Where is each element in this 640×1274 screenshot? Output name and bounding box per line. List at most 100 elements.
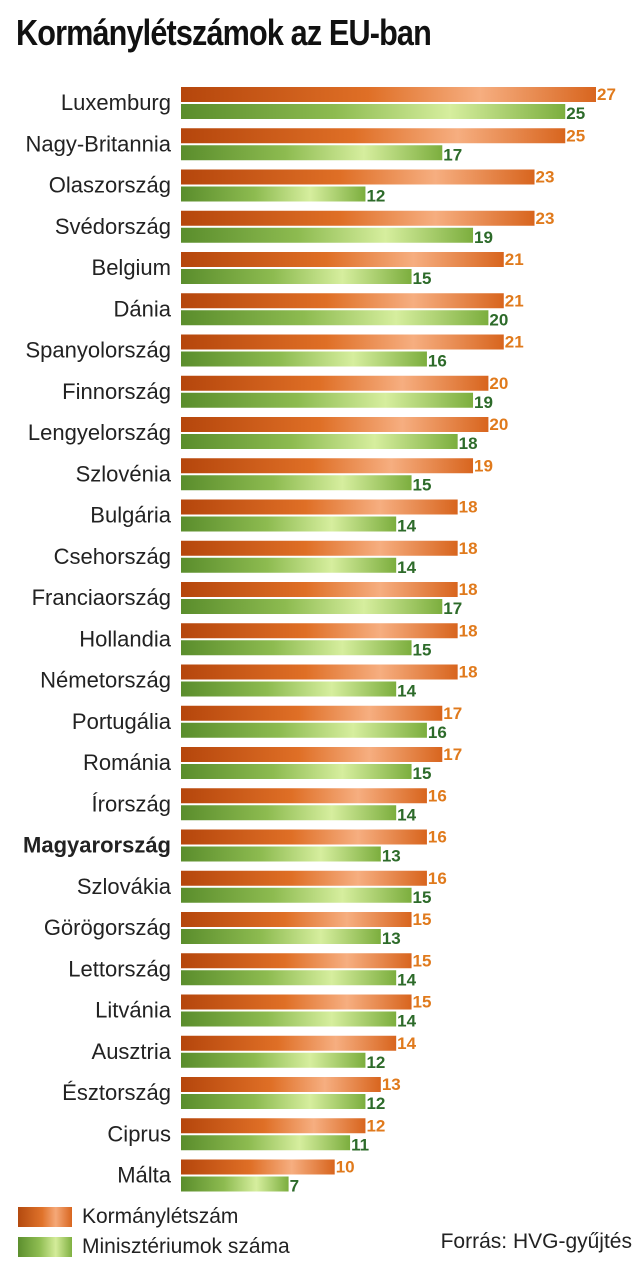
bar-miniszterium-svedorszag	[181, 227, 474, 243]
bar-miniszterium-olaszorszag	[181, 186, 366, 202]
bar-miniszterium-ausztria	[181, 1052, 366, 1068]
value-label-miniszterium-dania: 20	[489, 310, 508, 329]
legend-swatch-kormany	[18, 1207, 72, 1227]
bar-miniszterium-magyarorszag	[181, 846, 381, 862]
value-label-miniszterium-luxemburg: 25	[566, 104, 585, 123]
bar-kormany-olaszorszag	[181, 169, 535, 185]
value-label-kormany-magyarorszag: 16	[428, 828, 447, 847]
category-label-szlovakia: Szlovákia	[77, 874, 172, 899]
bar-miniszterium-hollandia	[181, 640, 412, 656]
bar-kormany-portugalia	[181, 705, 443, 721]
bar-miniszterium-luxemburg	[181, 104, 566, 119]
bar-miniszterium-spanyolorszag	[181, 351, 427, 367]
bar-kormany-bulgaria	[181, 499, 458, 515]
legend-item-kormany: Kormánylétszám	[18, 1202, 290, 1232]
category-label-svedorszag: Svédország	[55, 214, 171, 239]
bar-kormany-ciprus	[181, 1118, 366, 1134]
bar-miniszterium-bulgaria	[181, 516, 397, 532]
value-label-kormany-nemetorszag: 18	[459, 663, 478, 682]
bar-kormany-malta	[181, 1159, 335, 1175]
value-label-miniszterium-ciprus: 11	[351, 1135, 369, 1154]
value-label-miniszterium-ausztria: 12	[366, 1053, 385, 1072]
bar-miniszterium-dania	[181, 310, 489, 326]
value-label-miniszterium-litvania: 14	[397, 1012, 416, 1031]
value-label-kormany-szlovenia: 19	[474, 456, 493, 475]
bar-kormany-csehorszag	[181, 540, 458, 556]
bar-miniszterium-portugalia	[181, 722, 427, 738]
category-label-szlovenia: Szlovénia	[76, 461, 172, 486]
value-label-miniszterium-finnorszag: 19	[474, 393, 493, 412]
bar-kormany-dania	[181, 293, 504, 309]
value-label-miniszterium-malta: 7	[290, 1177, 299, 1196]
bar-miniszterium-csehorszag	[181, 557, 397, 573]
value-label-miniszterium-szlovakia: 15	[413, 888, 432, 907]
category-label-bulgaria: Bulgária	[90, 503, 171, 528]
legend-label-kormany: Kormánylétszám	[82, 1205, 239, 1228]
value-label-kormany-luxemburg: 27	[597, 85, 616, 104]
category-label-nemetorszag: Németország	[40, 668, 171, 693]
category-label-spanyolorszag: Spanyolország	[25, 338, 171, 363]
bar-kormany-szlovenia	[181, 458, 474, 474]
category-label-olaszorszag: Olaszország	[49, 173, 171, 198]
value-label-kormany-svedorszag: 23	[536, 209, 555, 228]
value-label-kormany-belgium: 21	[505, 250, 524, 269]
category-label-romania: Románia	[83, 750, 172, 775]
legend-label-miniszterium: Minisztériumok száma	[82, 1235, 290, 1258]
category-label-csehorszag: Csehország	[54, 544, 171, 569]
category-label-portugalia: Portugália	[72, 709, 172, 734]
value-label-kormany-gorogorszag: 15	[413, 910, 432, 929]
value-label-kormany-finnorszag: 20	[489, 374, 508, 393]
bar-miniszterium-szlovakia	[181, 887, 412, 903]
category-label-franciaorszag: Franciaország	[32, 585, 171, 610]
value-label-kormany-esztorszag: 13	[382, 1075, 401, 1094]
category-label-irorszag: Írország	[92, 791, 171, 816]
bar-kormany-nagy-britannia	[181, 128, 566, 144]
value-label-kormany-lettorszag: 15	[413, 951, 432, 970]
value-label-miniszterium-szlovenia: 15	[413, 475, 432, 494]
category-label-malta: Málta	[117, 1163, 172, 1188]
bar-kormany-litvania	[181, 994, 412, 1010]
bar-miniszterium-nemetorszag	[181, 681, 397, 697]
value-label-miniszterium-olaszorszag: 12	[366, 187, 385, 206]
bar-miniszterium-szlovenia	[181, 475, 412, 491]
value-label-kormany-litvania: 15	[413, 993, 432, 1012]
value-label-miniszterium-spanyolorszag: 16	[428, 352, 447, 371]
bar-kormany-romania	[181, 747, 443, 762]
category-label-lettorszag: Lettország	[68, 956, 171, 981]
bar-miniszterium-malta	[181, 1176, 289, 1192]
value-label-kormany-nagy-britannia: 25	[566, 126, 585, 145]
value-label-kormany-olaszorszag: 23	[536, 168, 555, 187]
value-label-miniszterium-lengyelorszag: 18	[459, 434, 478, 453]
legend-swatch-miniszterium	[18, 1237, 72, 1257]
bar-kormany-gorogorszag	[181, 912, 412, 927]
value-label-miniszterium-irorszag: 14	[397, 805, 416, 824]
bar-kormany-szlovakia	[181, 870, 427, 886]
value-label-miniszterium-nagy-britannia: 17	[443, 145, 462, 164]
bar-kormany-hollandia	[181, 623, 458, 639]
bar-kormany-magyarorszag	[181, 829, 427, 845]
bar-kormany-lettorszag	[181, 953, 412, 969]
value-label-kormany-ausztria: 14	[397, 1034, 416, 1053]
value-label-miniszterium-hollandia: 15	[413, 640, 432, 659]
value-label-kormany-dania: 21	[505, 291, 524, 310]
value-label-kormany-ciprus: 12	[366, 1116, 385, 1135]
category-label-dania: Dánia	[114, 296, 172, 321]
value-label-kormany-csehorszag: 18	[459, 539, 478, 558]
bar-miniszterium-lengyelorszag	[181, 434, 458, 449]
category-label-hollandia: Hollandia	[79, 626, 171, 651]
bar-chart: Luxemburg 27 25 Nagy-Britannia 25 17 Olaszorsz…	[23, 85, 616, 1196]
bar-kormany-belgium	[181, 252, 504, 267]
legend-item-miniszterium: Minisztériumok száma	[18, 1232, 290, 1262]
bar-kormany-irorszag	[181, 788, 427, 804]
value-label-miniszterium-gorogorszag: 13	[382, 929, 401, 948]
bar-kormany-lengyelorszag	[181, 417, 489, 432]
bar-kormany-nemetorszag	[181, 664, 458, 680]
value-label-miniszterium-romania: 15	[413, 764, 432, 783]
value-label-kormany-franciaorszag: 18	[459, 580, 478, 599]
bar-kormany-franciaorszag	[181, 582, 458, 597]
value-label-kormany-lengyelorszag: 20	[489, 415, 508, 434]
value-label-miniszterium-magyarorszag: 13	[382, 847, 401, 866]
bar-miniszterium-romania	[181, 764, 412, 779]
bar-kormany-esztorszag	[181, 1077, 381, 1092]
bar-miniszterium-ciprus	[181, 1135, 351, 1151]
